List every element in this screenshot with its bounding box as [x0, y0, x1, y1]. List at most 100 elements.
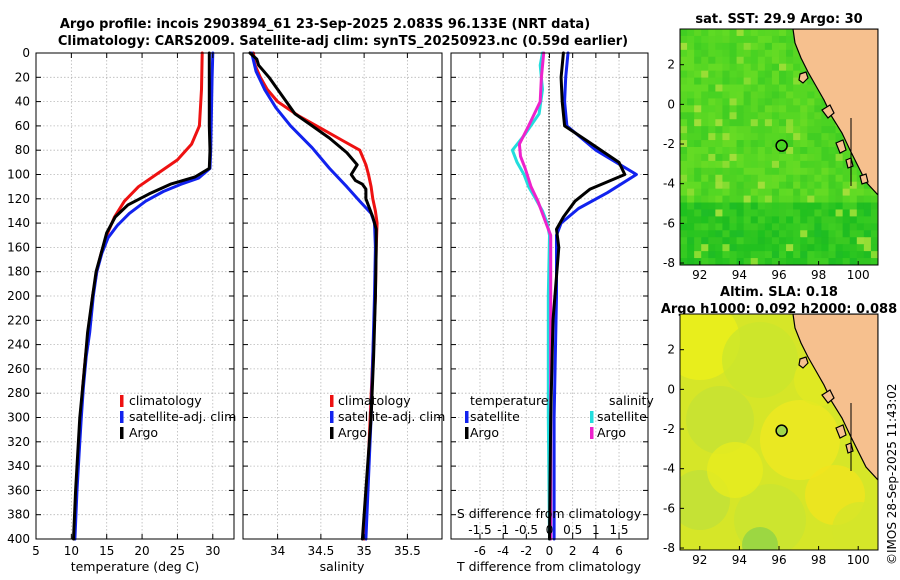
- sst-cell: [828, 188, 837, 197]
- map-y-tick-label: -2: [663, 422, 675, 436]
- sst-cell: [722, 91, 731, 100]
- sst-cell: [835, 133, 844, 141]
- sst-cell: [786, 140, 794, 148]
- sst-cell: [687, 160, 695, 169]
- sst-cell: [807, 147, 815, 155]
- sst-cell: [701, 84, 709, 93]
- sst-cell: [687, 258, 695, 265]
- sst-cell: [736, 202, 745, 211]
- sst-cell: [708, 202, 716, 211]
- sst-cell: [764, 202, 773, 211]
- sst-cell: [701, 77, 709, 86]
- sst-cell: [701, 63, 709, 72]
- legend-label-argo: Argo: [338, 425, 367, 440]
- sst-cell: [680, 77, 688, 86]
- sst-cell: [793, 105, 801, 113]
- sst-cell: [701, 112, 709, 120]
- sst-cell: [687, 119, 695, 127]
- sst-cell: [736, 230, 745, 238]
- sst-cell: [694, 209, 702, 218]
- sst-cell: [680, 63, 688, 72]
- sst-cell: [680, 126, 688, 134]
- s-tick-label: 1: [592, 523, 600, 537]
- sst-cell: [694, 98, 702, 106]
- sst-cell: [729, 140, 738, 148]
- sst-cell: [680, 258, 688, 265]
- sst-cell: [736, 237, 745, 245]
- sst-cell: [771, 29, 780, 37]
- sst-cell: [729, 105, 738, 113]
- sst-cell: [814, 237, 823, 245]
- sst-cell: [807, 195, 815, 204]
- sst-cell: [701, 230, 709, 238]
- sst-cell: [786, 174, 794, 183]
- sst-cell: [694, 133, 702, 141]
- difference-panel: -6 -4 -2 0 2 4 6 -1.5 -1 -0.5 0 0.5 1 1.5 S differen…: [450, 51, 654, 574]
- sst-cell: [771, 126, 780, 134]
- sst-cell: [757, 29, 766, 37]
- sst-cell: [701, 70, 709, 79]
- sst-cell: [821, 202, 830, 211]
- sst-cell: [771, 153, 780, 162]
- sst-cell: [722, 133, 731, 141]
- sst-cell: [863, 188, 872, 197]
- sst-cell: [722, 216, 731, 224]
- sst-cell: [835, 153, 844, 162]
- sst-cell: [687, 147, 695, 155]
- sst-cell: [757, 70, 766, 79]
- sst-cell: [736, 77, 745, 86]
- sst-cell: [694, 91, 702, 100]
- sst-cell: [729, 237, 738, 245]
- sst-cell: [849, 230, 858, 238]
- sst-cell: [828, 244, 837, 252]
- sst-cell: [779, 195, 787, 204]
- sst-cell: [694, 237, 702, 245]
- depth-tick-label: 60: [15, 119, 30, 133]
- sst-cell: [715, 112, 724, 120]
- sst-cell: [807, 91, 815, 100]
- sst-cell: [715, 56, 724, 65]
- sst-cell: [687, 126, 695, 134]
- sst-cell: [863, 223, 872, 231]
- depth-tick-label: 260: [7, 362, 30, 376]
- depth-tick-label: 140: [7, 216, 30, 230]
- sst-cell: [870, 258, 878, 265]
- sst-cell: [779, 49, 787, 58]
- sst-cell: [863, 202, 872, 211]
- sst-cell: [708, 209, 716, 218]
- sst-cell: [729, 160, 738, 169]
- map-y-tick-label: -2: [663, 137, 675, 151]
- sst-cell: [863, 209, 872, 218]
- depth-tick-label: 20: [15, 70, 30, 84]
- sst-cell: [701, 29, 709, 37]
- sst-cell: [743, 251, 752, 259]
- sst-cell: [870, 244, 878, 252]
- sst-cell: [835, 230, 844, 238]
- sst-cell: [708, 147, 716, 155]
- sst-cell: [821, 209, 830, 218]
- sst-cell: [687, 49, 695, 58]
- sst-cell: [771, 195, 780, 204]
- sst-cell: [722, 29, 731, 37]
- sst-cell: [771, 91, 780, 100]
- sst-cell: [793, 216, 801, 224]
- sst-cell: [849, 174, 858, 183]
- sst-cell: [764, 216, 773, 224]
- x-tick-label: -4: [497, 544, 509, 558]
- sst-cell: [743, 29, 752, 37]
- sst-cell: [729, 112, 738, 120]
- sst-cell: [743, 244, 752, 252]
- sst-cell: [757, 188, 766, 197]
- sst-cell: [842, 181, 851, 190]
- sst-cell: [743, 91, 752, 100]
- sla-field: [680, 314, 878, 550]
- map-x-tick-label: 98: [811, 268, 826, 282]
- sst-cell: [828, 147, 837, 155]
- sst-cell: [842, 230, 851, 238]
- sst-cell: [835, 167, 844, 176]
- sst-cell: [863, 251, 872, 259]
- sst-cell: [757, 63, 766, 72]
- sst-cell: [743, 174, 752, 183]
- sst-cell: [701, 181, 709, 190]
